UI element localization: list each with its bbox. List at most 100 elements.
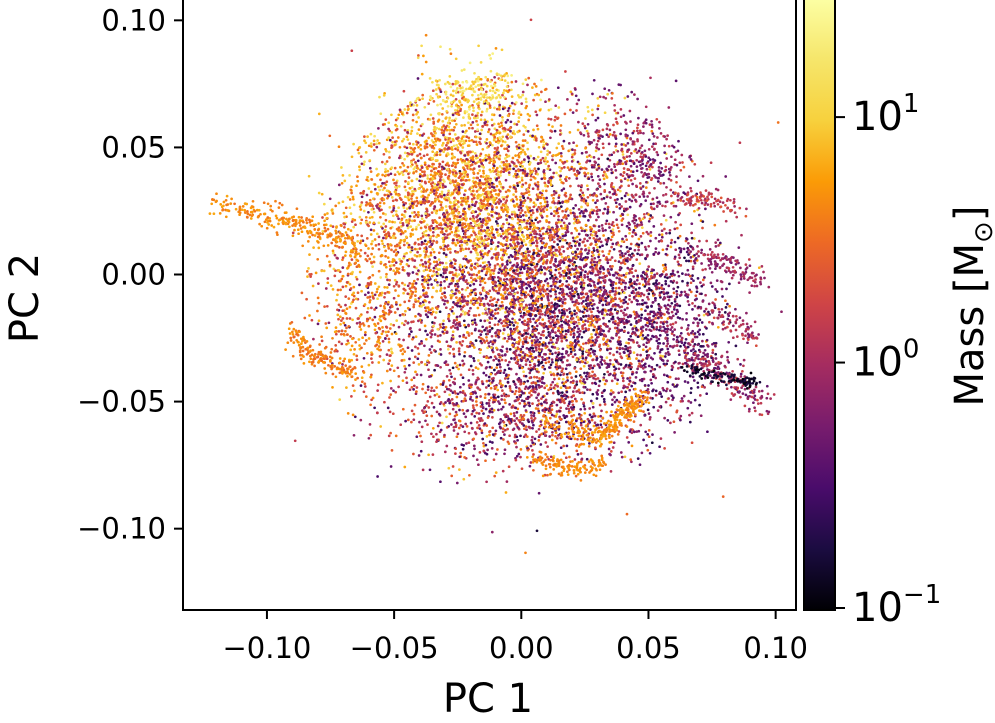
scatter-point [628, 376, 632, 380]
scatter-point [443, 286, 447, 290]
scatter-point [369, 142, 373, 145]
scatter-point [642, 293, 646, 297]
scatter-point [459, 143, 463, 147]
scatter-point [734, 307, 737, 311]
scatter-point [512, 269, 516, 272]
scatter-point [515, 237, 519, 241]
scatter-point [379, 215, 382, 219]
scatter-point [538, 108, 542, 112]
scatter-point [385, 272, 388, 276]
scatter-point [505, 159, 508, 163]
scatter-point [466, 195, 470, 199]
scatter-point [346, 195, 350, 199]
scatter-point [514, 287, 518, 291]
scatter-point [599, 360, 603, 364]
scatter-point [415, 196, 419, 200]
scatter-point [433, 368, 436, 372]
scatter-point [574, 338, 577, 342]
scatter-point [556, 286, 560, 290]
scatter-point [554, 359, 558, 362]
scatter-point [428, 118, 432, 121]
scatter-point [463, 354, 466, 358]
scatter-point [552, 197, 555, 200]
scatter-point [551, 245, 555, 249]
scatter-point [536, 226, 539, 230]
scatter-point [361, 192, 365, 195]
scatter-point [512, 193, 515, 196]
scatter-point [582, 295, 586, 299]
scatter-point [550, 324, 553, 328]
scatter-point [496, 146, 500, 150]
scatter-point [506, 188, 510, 192]
scatter-point [489, 247, 493, 251]
scatter-point [456, 148, 460, 152]
scatter-point [594, 341, 597, 344]
scatter-point [596, 377, 600, 380]
scatter-point [564, 238, 567, 242]
scatter-point [411, 228, 414, 232]
scatter-point [416, 167, 420, 170]
scatter-point [579, 407, 583, 411]
scatter-point [630, 255, 633, 259]
scatter-point [602, 272, 605, 275]
scatter-point [481, 147, 485, 151]
scatter-point [465, 345, 469, 348]
scatter-point [488, 325, 492, 328]
scatter-point [499, 365, 502, 369]
scatter-point [583, 215, 587, 218]
scatter-point [582, 378, 586, 381]
scatter-point [537, 254, 541, 258]
scatter-point [585, 129, 589, 133]
scatter-point [477, 237, 481, 240]
scatter-point [557, 218, 560, 222]
scatter-point [507, 465, 511, 469]
scatter-point [545, 311, 549, 315]
scatter-point [554, 104, 558, 108]
scatter-point [453, 133, 457, 136]
scatter-point [386, 169, 390, 173]
scatter-point [525, 272, 529, 276]
scatter-point [376, 139, 379, 142]
scatter-point [541, 358, 545, 362]
scatter-point [558, 391, 562, 395]
scatter-point [593, 343, 596, 347]
scatter-point [517, 227, 521, 230]
scatter-point [583, 371, 586, 375]
scatter-point [603, 281, 607, 284]
scatter-point [567, 214, 570, 217]
scatter-point [416, 132, 419, 135]
scatter-point [613, 376, 617, 380]
scatter-point [549, 265, 552, 269]
scatter-point [483, 234, 487, 238]
scatter-point [517, 336, 521, 339]
scatter-point [404, 235, 408, 239]
scatter-point [411, 118, 415, 122]
scatter-point [428, 157, 431, 161]
scatter-point [455, 279, 459, 283]
scatter-point [605, 240, 609, 244]
scatter-point [493, 312, 497, 315]
scatter-point [479, 232, 483, 236]
scatter-point [506, 133, 510, 136]
scatter-point [510, 199, 513, 202]
scatter-point [636, 353, 639, 357]
scatter-point [679, 264, 683, 267]
scatter-point [698, 333, 701, 336]
scatter-point [435, 289, 439, 293]
scatter-point [485, 138, 489, 141]
scatter-point [534, 110, 538, 114]
scatter-point [352, 203, 356, 207]
scatter-point [572, 335, 575, 339]
scatter-point [493, 323, 497, 327]
scatter-point [413, 219, 416, 222]
scatter-point [598, 345, 601, 348]
scatter-point [575, 390, 578, 393]
scatter-point [521, 165, 524, 168]
scatter-point [780, 310, 783, 314]
scatter-point [592, 156, 596, 159]
scatter-point [490, 303, 494, 306]
scatter-point [442, 240, 445, 244]
scatter-point [490, 118, 494, 122]
scatter-point [414, 160, 417, 164]
scatter-point [449, 52, 453, 56]
